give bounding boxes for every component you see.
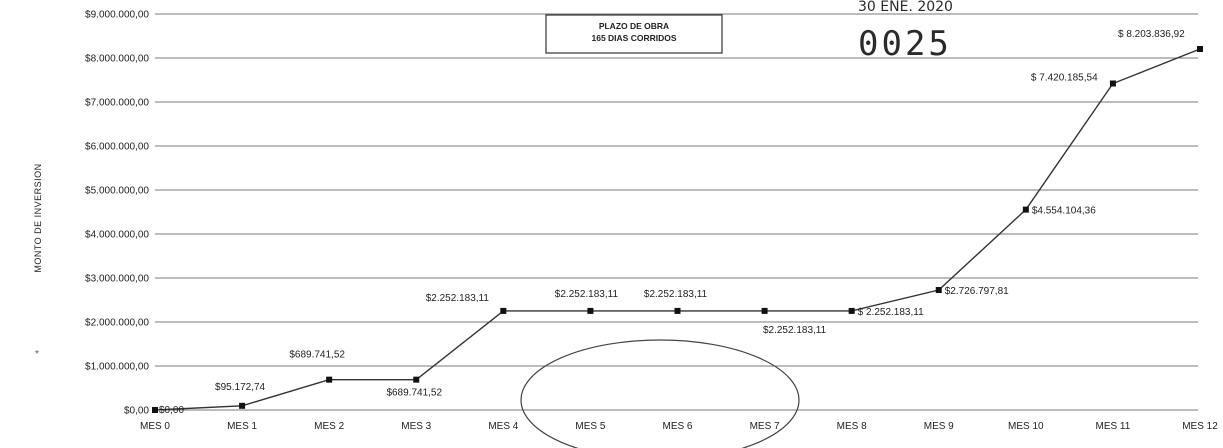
x-tick-label: MES 9 <box>924 421 954 432</box>
data-points <box>152 46 1203 413</box>
x-tick-label: MES 6 <box>662 421 692 432</box>
data-point <box>239 402 246 409</box>
plazo-title: PLAZO DE OBRA <box>599 21 669 31</box>
data-point <box>152 407 158 413</box>
data-point <box>761 307 768 314</box>
x-tick-label: MES 12 <box>1182 421 1218 432</box>
y-tick-label: $8.000.000,00 <box>85 54 149 65</box>
data-point <box>500 307 507 314</box>
data-labels: $0,00 $95.172,74 $689.741,52 $689.741,52 $2.… <box>159 29 1185 416</box>
y-tick-label: $2.000.000,00 <box>85 318 149 329</box>
y-tick-label: $6.000.000,00 <box>85 142 149 153</box>
y-tick-label: $0,00 <box>124 406 149 417</box>
data-point <box>848 307 855 314</box>
data-label: $ 2.252.183,11 <box>858 307 924 318</box>
data-label: $ 7.420.185,54 <box>1031 73 1098 84</box>
x-tick-label: MES 0 <box>140 421 170 432</box>
y-tick-label: $9.000.000,00 <box>85 10 149 21</box>
x-tick-label: MES 8 <box>837 421 867 432</box>
y-tick-label: $5.000.000,00 <box>85 186 149 197</box>
data-label: $2.252.183,11 <box>763 325 827 336</box>
x-tick-label: MES 4 <box>488 421 518 432</box>
data-point <box>1197 46 1203 53</box>
x-tick-label: MES 11 <box>1095 421 1130 432</box>
received-stamp: 30 ENE. 2020 0025 <box>858 0 953 64</box>
x-tick-label: MES 1 <box>227 421 257 432</box>
y-tick-label: $7.000.000,00 <box>85 98 149 109</box>
plazo-days: 165 DIAS CORRIDOS <box>591 33 676 43</box>
y-axis-label: MONTO DE INVERSION <box>33 163 43 272</box>
data-point <box>1022 206 1029 213</box>
data-label: $95.172,74 <box>215 382 265 393</box>
hand-drawn-circle <box>520 339 800 448</box>
data-point <box>674 307 681 314</box>
data-label: $2.252.183,11 <box>644 289 708 300</box>
x-tick-label: MES 2 <box>314 421 344 432</box>
data-label: $689.741,52 <box>386 388 442 399</box>
y-tick-label: $1.000.000,00 <box>85 362 149 373</box>
y-axis-ticks: $0,00 $1.000.000,00 $2.000.000,00 $3.000.00… <box>85 10 149 417</box>
data-point <box>587 307 594 314</box>
data-point <box>935 287 942 294</box>
data-label: $2.726.797,81 <box>945 286 1009 297</box>
x-axis-ticks: MES 0 MES 1 MES 2 MES 3 MES 4 MES 5 MES 6 MES 7… <box>140 421 1218 432</box>
data-label: $689.741,52 <box>289 350 345 361</box>
x-tick-label: MES 3 <box>401 421 431 432</box>
data-point <box>1109 80 1116 87</box>
y-tick-label: $3.000.000,00 <box>85 274 149 285</box>
stamp-date: 30 ENE. 2020 <box>858 0 953 15</box>
stray-mark: * <box>35 349 39 360</box>
data-label: $2.252.183,11 <box>555 289 619 300</box>
stamp-number: 0025 <box>858 24 952 64</box>
data-label: $0,00 <box>159 405 184 416</box>
data-label: $2.252.183,11 <box>426 293 490 304</box>
data-label: $ 8.203.836,92 <box>1118 29 1185 40</box>
x-tick-label: MES 10 <box>1008 421 1044 432</box>
x-tick-label: MES 5 <box>575 421 605 432</box>
x-tick-label: MES 7 <box>750 421 780 432</box>
gridlines <box>155 13 1198 411</box>
data-point <box>413 376 420 383</box>
data-point <box>326 376 333 383</box>
y-tick-label: $4.000.000,00 <box>85 230 149 241</box>
data-label: $4.554.104,36 <box>1032 206 1096 217</box>
plazo-box: PLAZO DE OBRA 165 DIAS CORRIDOS <box>545 14 723 54</box>
